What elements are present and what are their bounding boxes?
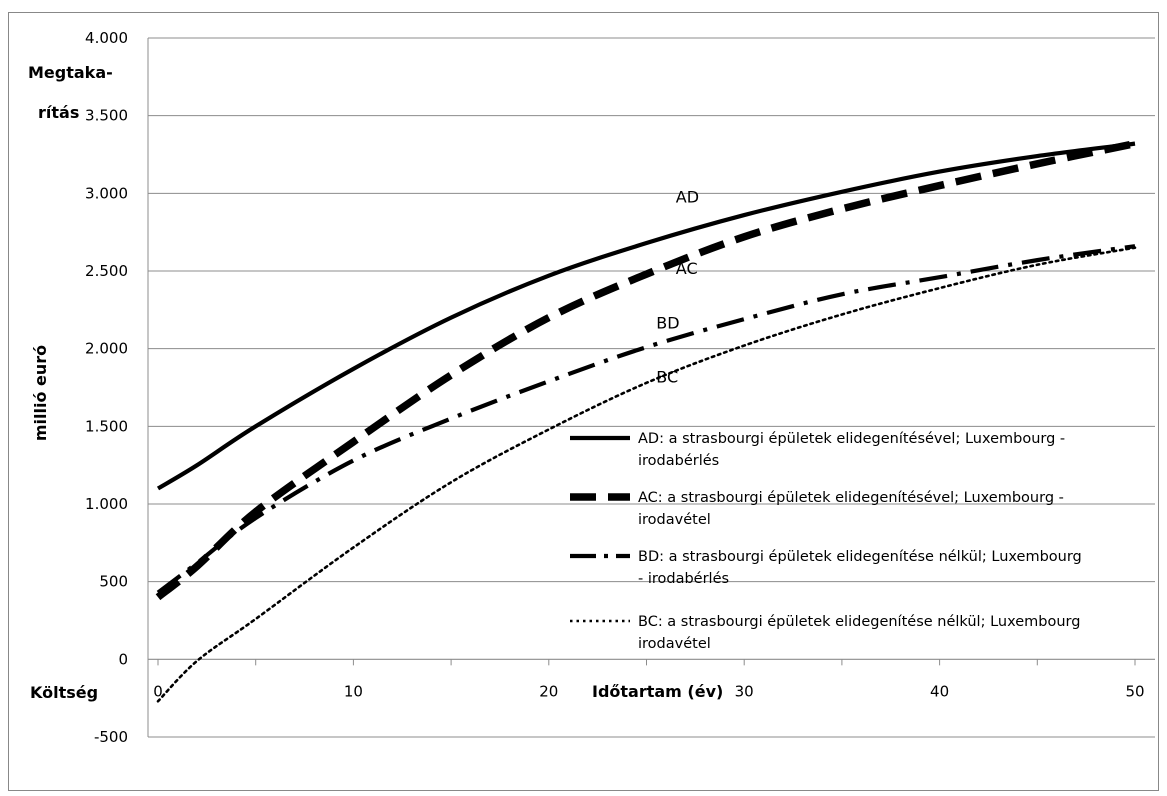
y-tick-label: 2.000	[85, 340, 128, 358]
legend-label-ac: AC: a strasbourgi épületek elidegenítésé…	[638, 490, 1064, 528]
x-axis-title: Időtartam (év)	[592, 682, 723, 701]
series-line-ad	[156, 141, 1136, 491]
y-tick-label: 500	[99, 573, 128, 591]
x-tick-label: 0	[153, 682, 163, 700]
annotation-bc: BC	[656, 368, 678, 387]
y-tick-label: 1.500	[85, 417, 128, 435]
y-tick-label: -500	[94, 728, 128, 746]
axes: -50005001.0001.5002.0002.5003.0003.5004.…	[85, 29, 1155, 746]
x-tick-label: 50	[1125, 682, 1144, 700]
x-tick-label: 30	[735, 682, 754, 700]
axis-labels: Megtaka-rítás Költség millió euró Időtartam…	[28, 63, 723, 702]
y-tick-label: 3.000	[85, 184, 128, 202]
y-tick-label: 3.500	[85, 107, 128, 125]
y-axis-title: millió euró	[31, 345, 50, 441]
annotation-ad: AD	[676, 187, 699, 206]
series-lines	[155, 139, 1137, 703]
y-top-label: rítás	[38, 103, 79, 122]
series-line-bd	[156, 244, 1136, 595]
x-tick-label: 20	[539, 682, 558, 700]
legend-label-bd: BD: a strasbourgi épületek elidegenítése…	[638, 549, 1082, 587]
legend-label-ad: AD: a strasbourgi épületek elidegenítésé…	[638, 431, 1065, 469]
series-annotations: AD AC BD BC	[656, 187, 699, 386]
series-line-ac	[155, 139, 1136, 601]
series-line-bc	[156, 246, 1137, 703]
x-tick-label: 40	[930, 682, 949, 700]
y-tick-label: 0	[118, 650, 128, 668]
annotation-bd: BD	[656, 313, 679, 332]
y-bottom-label: Költség	[30, 683, 98, 702]
y-top-label: Megtaka-	[28, 63, 113, 82]
x-tick-label: 10	[344, 682, 363, 700]
legend-label-bc: BC: a strasbourgi épületek elidegenítése…	[638, 614, 1080, 652]
y-tick-label: 1.000	[85, 495, 128, 513]
annotation-ac: AC	[676, 259, 698, 278]
y-tick-label: 2.500	[85, 262, 128, 280]
legend: AD: a strasbourgi épületek elidegenítésé…	[570, 431, 1082, 652]
chart-border	[8, 12, 1159, 791]
y-tick-label: 4.000	[85, 29, 128, 47]
